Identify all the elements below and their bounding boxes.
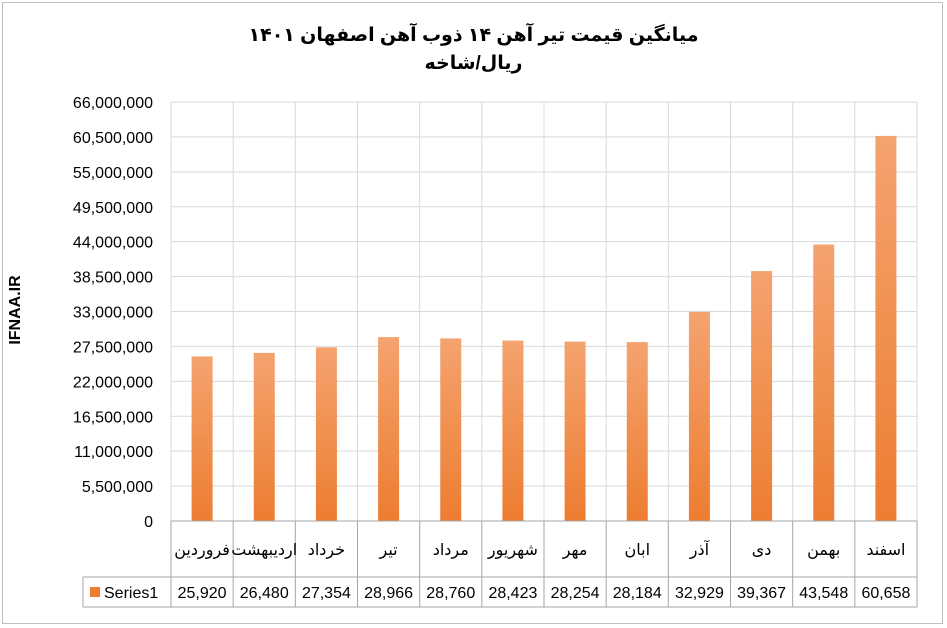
table-value: 28,423 [488, 585, 537, 602]
y-tick-label: 11,000,000 [74, 444, 153, 461]
bar [315, 347, 337, 521]
y-tick-label: 55,000,000 [73, 165, 153, 182]
bar [875, 135, 897, 521]
x-category-label: فروردین [174, 542, 230, 560]
x-category-label: شهریور [487, 542, 538, 560]
y-tick-label: 49,500,000 [73, 200, 153, 217]
y-tick-label: 60,500,000 [73, 130, 153, 147]
bar [378, 337, 400, 521]
table-value: 26,480 [240, 585, 289, 602]
table-value: 28,966 [364, 585, 413, 602]
x-category-label: دی [752, 542, 772, 559]
legend-label: Series1 [104, 585, 158, 602]
x-category-label: اسفند [866, 542, 905, 559]
y-tick-label: 0 [144, 514, 153, 531]
y-tick-label: 38,500,000 [73, 270, 153, 287]
table-value: 39,367 [737, 585, 786, 602]
x-category-label: خرداد [308, 542, 345, 560]
bar [564, 341, 586, 521]
x-category-label: اردیبهشت [231, 542, 297, 560]
x-category-label: بهمن [807, 542, 840, 560]
x-category-label: آذر [689, 540, 711, 560]
x-category-label: مهر [562, 542, 588, 560]
table-value: 25,920 [178, 585, 227, 602]
bar [440, 338, 462, 521]
y-tick-label: 33,000,000 [73, 305, 153, 322]
bar [191, 356, 213, 521]
table-value: 28,254 [551, 585, 600, 602]
table-value: 60,658 [861, 585, 910, 602]
bar [688, 311, 710, 521]
x-category-label: ابان [624, 542, 650, 559]
y-tick-label: 5,500,000 [82, 479, 153, 496]
table-value: 32,929 [675, 585, 724, 602]
bar [751, 271, 773, 521]
x-category-label: تیر [379, 542, 398, 560]
legend-swatch [90, 587, 100, 597]
bar [626, 342, 648, 521]
bar [502, 340, 524, 521]
y-tick-label: 66,000,000 [73, 95, 153, 112]
y-tick-label: 27,500,000 [73, 339, 153, 356]
bar [253, 352, 275, 521]
chart-subtitle: ریال/شاخه [424, 53, 523, 74]
y-tick-label: 44,000,000 [73, 235, 153, 252]
chart-title: میانگین قیمت تیر آهن ۱۴ ذوب آهن اصفهان ۱… [248, 25, 699, 46]
table-value: 27,354 [302, 585, 351, 602]
y-tick-label: 22,000,000 [73, 374, 153, 391]
y-tick-label: 16,500,000 [73, 409, 153, 426]
table-value: 28,760 [426, 585, 475, 602]
x-category-label: مرداد [433, 542, 469, 560]
bar [813, 244, 835, 521]
table-value: 28,184 [613, 585, 662, 602]
table-value: 43,548 [799, 585, 848, 602]
